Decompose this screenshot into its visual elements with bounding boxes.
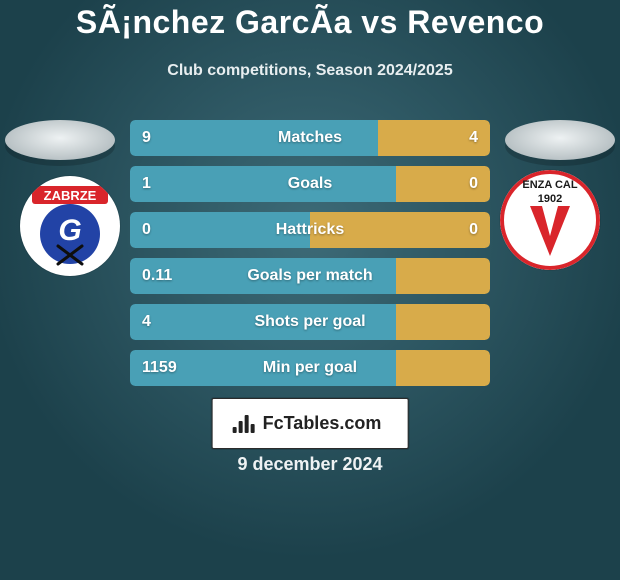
stat-value-left: 9 xyxy=(130,120,163,156)
stat-row: Goals1 0 xyxy=(130,166,490,202)
subtitle: Club competitions, Season 2024/2025 xyxy=(0,62,620,80)
brand-box: FcTables.com xyxy=(212,398,409,449)
stat-label: Shots per goal xyxy=(130,304,490,340)
vicenza-icon: ENZA CAL 1902 xyxy=(500,170,600,270)
stat-row: Hattricks0 0 xyxy=(130,212,490,248)
stat-value-right xyxy=(466,258,490,294)
stat-value-right: 0 xyxy=(457,212,490,248)
stat-row: Goals per match0.11 xyxy=(130,258,490,294)
stat-label: Matches xyxy=(130,120,490,156)
stats-list: Matches94Goals10Hattricks00Goals per mat… xyxy=(130,120,490,396)
badge-left-letter: G xyxy=(58,214,81,247)
stat-label: Hattricks xyxy=(130,212,490,248)
gornik-zabrze-icon: ZABRZE G xyxy=(20,176,120,276)
stat-value-left: 1159 xyxy=(130,350,189,386)
club-badge-right: ENZA CAL 1902 xyxy=(500,170,600,270)
stat-value-left: 4 xyxy=(130,304,163,340)
stat-value-left: 1 xyxy=(130,166,163,202)
comparison-card: SÃ¡nchez GarcÃ­a vs Revenco Club competi… xyxy=(0,0,620,580)
stat-value-right xyxy=(466,304,490,340)
stat-value-right xyxy=(466,350,490,386)
stat-row: Shots per goal4 xyxy=(130,304,490,340)
stat-value-right: 0 xyxy=(457,166,490,202)
badge-right-year: 1902 xyxy=(538,193,562,205)
stat-row: Matches9 4 xyxy=(130,120,490,156)
player-right-silhouette xyxy=(505,120,615,160)
badge-left-toptext: ZABRZE xyxy=(44,188,97,203)
date-line: 9 december 2024 xyxy=(0,454,620,475)
badge-right-ring-top: ENZA CAL xyxy=(522,179,577,191)
stat-value-left: 0.11 xyxy=(130,258,184,294)
bars-icon xyxy=(233,415,255,433)
brand-text: FcTables.com xyxy=(263,413,382,434)
stat-value-right: 4 xyxy=(457,120,490,156)
stat-value-left: 0 xyxy=(130,212,163,248)
page-title: SÃ¡nchez GarcÃ­a vs Revenco xyxy=(0,4,620,41)
stat-label: Goals xyxy=(130,166,490,202)
club-badge-left: ZABRZE G xyxy=(20,176,120,276)
player-left-silhouette xyxy=(5,120,115,160)
stat-row: Min per goal1159 xyxy=(130,350,490,386)
